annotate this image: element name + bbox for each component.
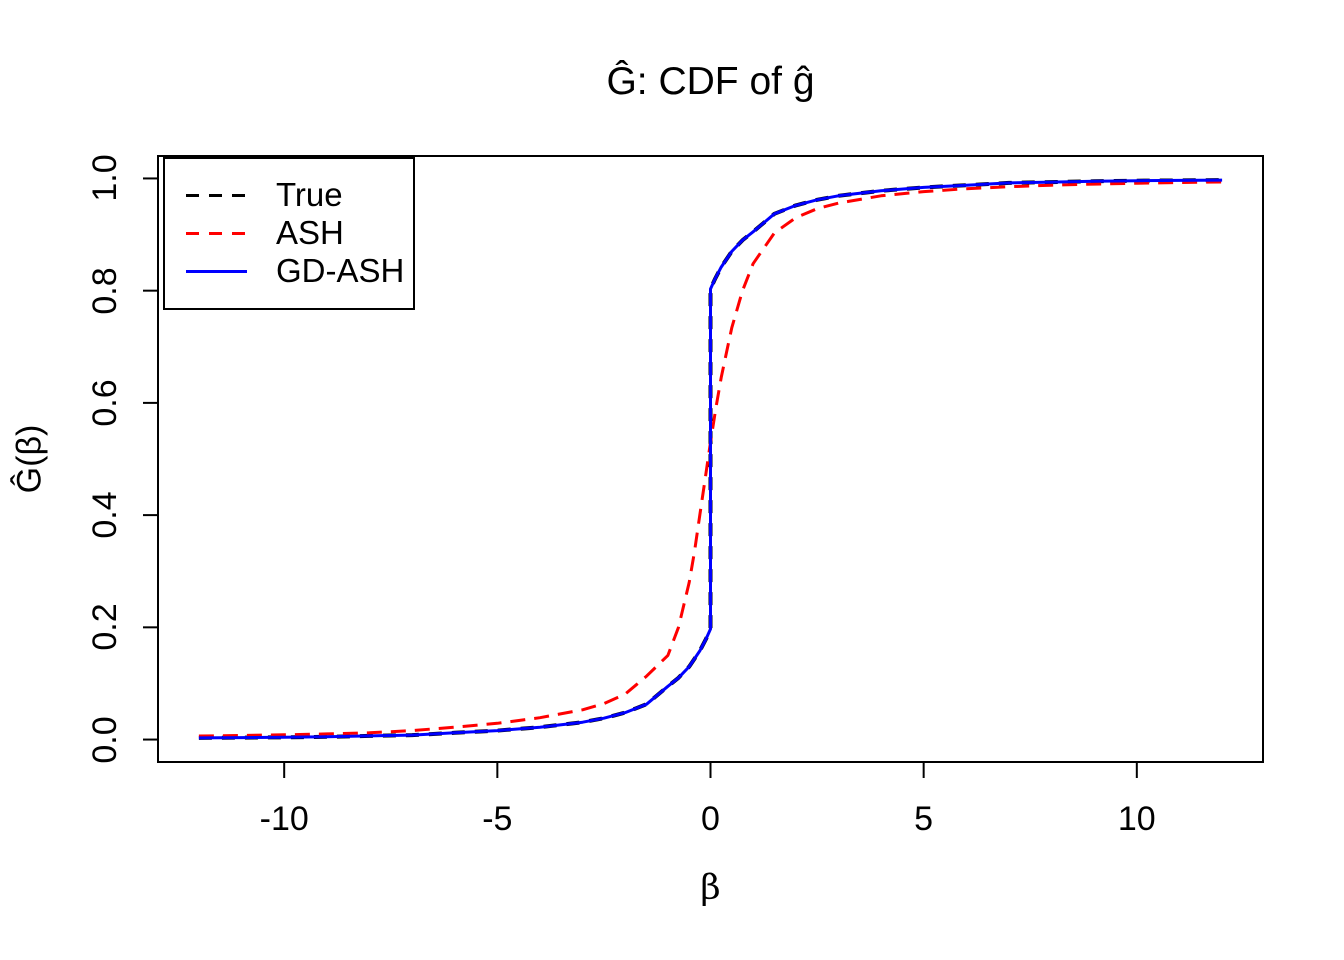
y-tick-label: 0.4 (86, 491, 124, 539)
x-tick-label: 0 (701, 800, 720, 838)
y-tick-label: 1.0 (86, 154, 124, 203)
legend-item: True (165, 176, 413, 214)
legend: True ASH GD-ASH (163, 157, 415, 310)
chart-title: Ĝ: CDF of ĝ (606, 60, 815, 103)
legend-line-sample-ash (186, 231, 247, 235)
legend-item: GD-ASH (165, 252, 413, 290)
y-tick-label: 0.6 (86, 379, 124, 427)
y-tick-label: 0.2 (86, 603, 124, 651)
y-tick-label: 0.0 (86, 715, 124, 764)
legend-label: ASH (276, 214, 344, 251)
x-axis-label: β (700, 868, 721, 908)
legend-line-sample-gd-ash (186, 269, 247, 273)
series-line-gd-ash (198, 178, 1223, 740)
legend-line-sample-true (186, 193, 247, 197)
y-tick-label: 0.8 (86, 267, 124, 315)
plot-border (157, 155, 1264, 763)
x-tick-label: 5 (914, 800, 934, 838)
x-tick-label: -10 (259, 800, 309, 838)
x-tick-label: 10 (1117, 800, 1156, 838)
legend-label: GD-ASH (276, 252, 405, 289)
x-tick-label: -5 (482, 800, 513, 838)
legend-label: True (276, 176, 343, 213)
legend-item: ASH (165, 214, 413, 252)
